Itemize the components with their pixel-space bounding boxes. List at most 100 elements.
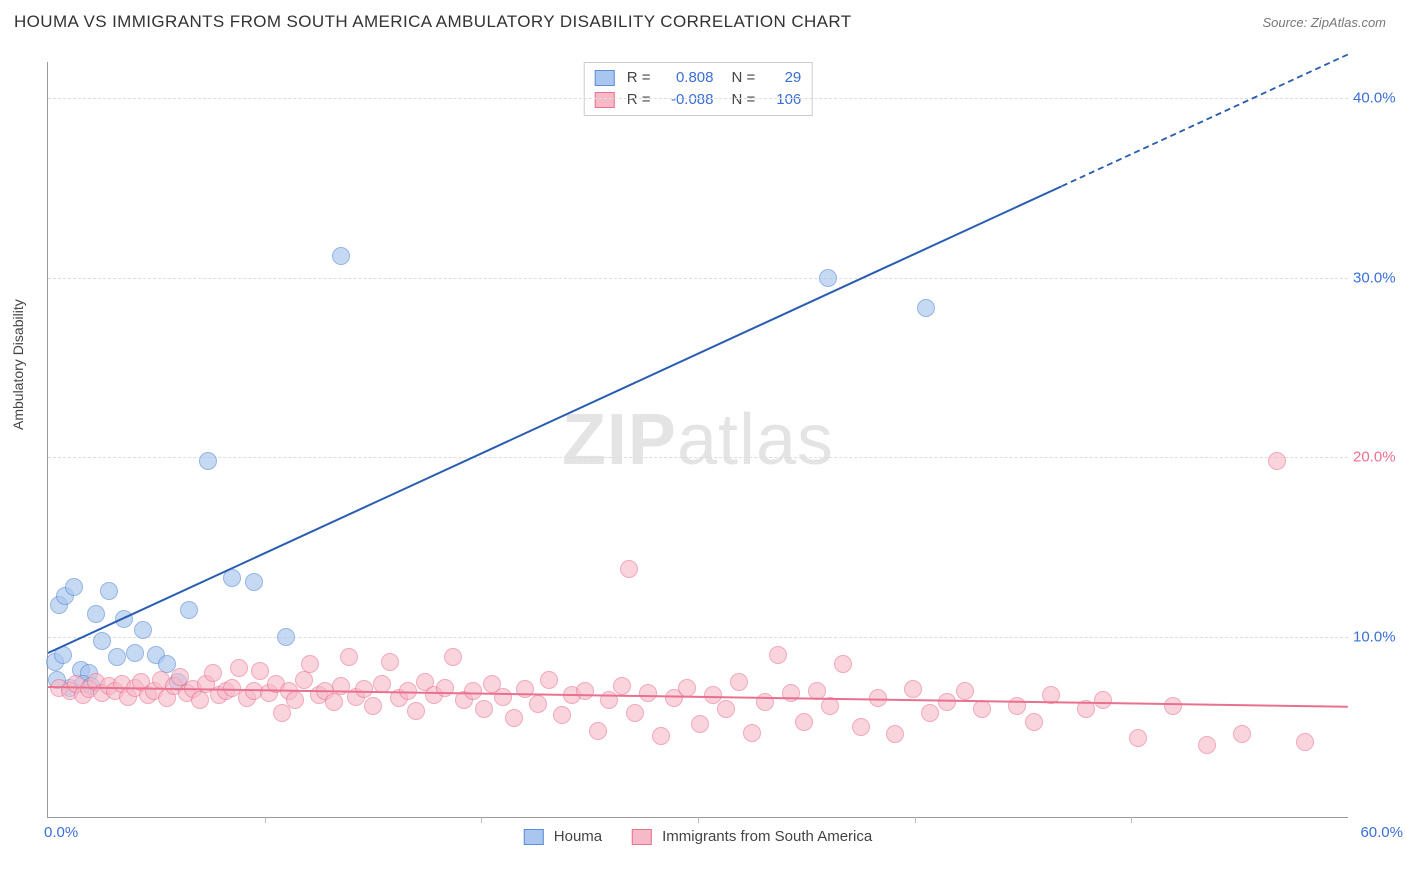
data-point-immigrants (325, 693, 343, 711)
data-point-houma (100, 582, 118, 600)
watermark: ZIPatlas (562, 399, 834, 481)
legend-item-immigrants: Immigrants from South America (632, 828, 872, 845)
data-point-houma (65, 578, 83, 596)
data-point-immigrants (704, 686, 722, 704)
y-tick-label: 40.0% (1353, 89, 1406, 106)
data-point-houma (199, 452, 217, 470)
data-point-immigrants (639, 684, 657, 702)
stats-legend-box: R =0.808N =29R =-0.088N =106 (584, 62, 813, 116)
data-point-immigrants (620, 560, 638, 578)
data-point-immigrants (464, 682, 482, 700)
data-point-houma (917, 299, 935, 317)
data-point-immigrants (381, 653, 399, 671)
stats-row-immigrants: R =-0.088N =106 (595, 89, 802, 111)
data-point-immigrants (589, 722, 607, 740)
gridline-h (48, 637, 1348, 638)
data-point-immigrants (204, 664, 222, 682)
data-point-immigrants (1296, 733, 1314, 751)
data-point-houma (332, 247, 350, 265)
data-point-houma (93, 632, 111, 650)
x-tick-mark (915, 817, 916, 823)
data-point-houma (819, 269, 837, 287)
stats-row-houma: R =0.808N =29 (595, 67, 802, 89)
data-point-immigrants (295, 671, 313, 689)
legend-swatch-immigrants (595, 92, 615, 108)
data-point-immigrants (795, 713, 813, 731)
legend-swatch-houma (595, 70, 615, 86)
x-tick-mark (698, 817, 699, 823)
data-point-immigrants (652, 727, 670, 745)
chart-plot-area: ZIPatlas R =0.808N =29R =-0.088N =106 0.… (47, 62, 1348, 818)
data-point-immigrants (1129, 729, 1147, 747)
data-point-immigrants (626, 704, 644, 722)
legend-label-immigrants: Immigrants from South America (662, 828, 872, 845)
chart-title: HOUMA VS IMMIGRANTS FROM SOUTH AMERICA A… (14, 12, 852, 32)
y-tick-label: 30.0% (1353, 269, 1406, 286)
x-tick-mark (1131, 817, 1132, 823)
data-point-immigrants (529, 695, 547, 713)
gridline-h (48, 98, 1348, 99)
data-point-immigrants (407, 702, 425, 720)
data-point-immigrants (938, 693, 956, 711)
data-point-immigrants (191, 691, 209, 709)
data-point-immigrants (286, 691, 304, 709)
data-point-immigrants (852, 718, 870, 736)
gridline-h (48, 278, 1348, 279)
bottom-legend: Houma Immigrants from South America (524, 828, 872, 845)
data-point-houma (87, 605, 105, 623)
data-point-immigrants (717, 700, 735, 718)
data-point-immigrants (1164, 697, 1182, 715)
data-point-houma (180, 601, 198, 619)
data-point-immigrants (576, 682, 594, 700)
data-point-immigrants (505, 709, 523, 727)
y-tick-label: 20.0% (1353, 449, 1406, 466)
data-point-immigrants (743, 724, 761, 742)
data-point-immigrants (340, 648, 358, 666)
data-point-immigrants (886, 725, 904, 743)
source-label: Source: ZipAtlas.com (1262, 15, 1386, 30)
data-point-immigrants (230, 659, 248, 677)
legend-swatch-immigrants (632, 829, 652, 845)
data-point-immigrants (1094, 691, 1112, 709)
x-tick-min: 0.0% (44, 824, 78, 841)
data-point-immigrants (494, 688, 512, 706)
data-point-immigrants (1198, 736, 1216, 754)
data-point-immigrants (678, 679, 696, 697)
data-point-immigrants (553, 706, 571, 724)
data-point-immigrants (540, 671, 558, 689)
data-point-immigrants (516, 680, 534, 698)
gridline-h (48, 457, 1348, 458)
data-point-immigrants (475, 700, 493, 718)
legend-item-houma: Houma (524, 828, 602, 845)
data-point-immigrants (613, 677, 631, 695)
data-point-immigrants (921, 704, 939, 722)
data-point-immigrants (251, 662, 269, 680)
x-tick-max: 60.0% (1360, 824, 1403, 841)
data-point-houma (108, 648, 126, 666)
data-point-houma (134, 621, 152, 639)
data-point-immigrants (1025, 713, 1043, 731)
data-point-immigrants (1268, 452, 1286, 470)
legend-swatch-houma (524, 829, 544, 845)
data-point-immigrants (756, 693, 774, 711)
data-point-immigrants (444, 648, 462, 666)
data-point-immigrants (1233, 725, 1251, 743)
y-tick-label: 10.0% (1353, 629, 1406, 646)
data-point-houma (245, 573, 263, 591)
data-point-immigrants (834, 655, 852, 673)
x-tick-mark (481, 817, 482, 823)
data-point-immigrants (956, 682, 974, 700)
data-point-immigrants (1008, 697, 1026, 715)
data-point-immigrants (691, 715, 709, 733)
regression-line-houma (48, 185, 1063, 654)
data-point-immigrants (904, 680, 922, 698)
y-axis-label: Ambulatory Disability (10, 299, 26, 430)
data-point-immigrants (301, 655, 319, 673)
data-point-immigrants (973, 700, 991, 718)
data-point-immigrants (364, 697, 382, 715)
data-point-immigrants (769, 646, 787, 664)
legend-label-houma: Houma (554, 828, 602, 845)
data-point-houma (126, 644, 144, 662)
data-point-immigrants (730, 673, 748, 691)
data-point-houma (277, 628, 295, 646)
